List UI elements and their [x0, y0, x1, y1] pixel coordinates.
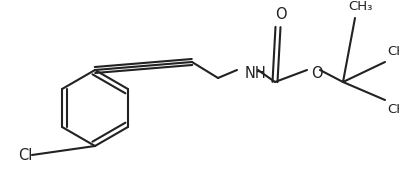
Text: O: O — [275, 7, 287, 22]
Text: CH₃: CH₃ — [387, 103, 399, 116]
Text: CH₃: CH₃ — [348, 0, 372, 13]
Text: CH₃: CH₃ — [387, 45, 399, 58]
Text: Cl: Cl — [18, 148, 32, 163]
Text: NH: NH — [245, 67, 267, 82]
Text: O: O — [311, 67, 323, 82]
